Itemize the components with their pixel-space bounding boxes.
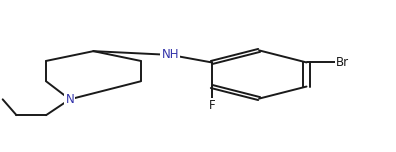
Text: NH: NH — [162, 48, 179, 61]
Text: N: N — [65, 93, 74, 106]
Text: F: F — [209, 99, 215, 112]
Text: Br: Br — [336, 56, 349, 69]
